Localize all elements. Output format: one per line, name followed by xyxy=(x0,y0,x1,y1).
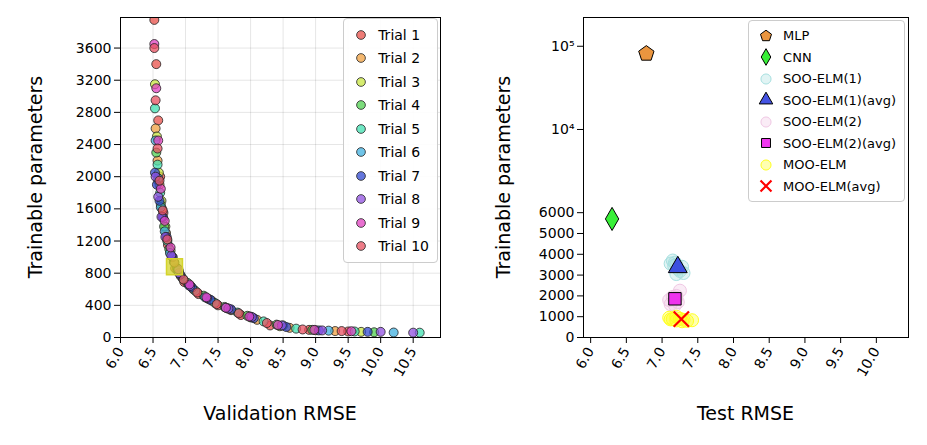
html-text:MLP: MLP xyxy=(783,28,810,44)
svg-text:10⁵: 10⁵ xyxy=(551,38,574,54)
svg-text:6.5: 6.5 xyxy=(608,344,633,371)
svg-text:0: 0 xyxy=(103,329,112,345)
html-text:Trial 7: Trial 7 xyxy=(378,167,421,184)
svg-text:3000: 3000 xyxy=(539,267,575,283)
html-text:Trial 8: Trial 8 xyxy=(378,191,421,208)
svg-text:9.0: 9.0 xyxy=(297,344,322,371)
svg-text:0: 0 xyxy=(566,329,575,345)
svg-text:8.5: 8.5 xyxy=(751,344,776,371)
html-text:MOO-ELM: MOO-ELM xyxy=(783,157,847,173)
svg-text:5000: 5000 xyxy=(539,225,575,241)
svg-text:Validation RMSE: Validation RMSE xyxy=(203,402,357,424)
html-text:Trial 10: Trial 10 xyxy=(378,238,429,255)
html-text:Trial 4: Trial 4 xyxy=(378,97,421,114)
svg-text:6.0: 6.0 xyxy=(572,344,597,371)
svg-text:Test RMSE: Test RMSE xyxy=(696,402,794,424)
html-text:MOO-ELM(avg): MOO-ELM(avg) xyxy=(783,178,881,194)
svg-text:6000: 6000 xyxy=(539,204,575,220)
svg-text:4000: 4000 xyxy=(539,246,575,262)
html-text:SOO-ELM(1)(avg): SOO-ELM(1)(avg) xyxy=(783,92,896,108)
html-text:SOO-ELM(2)(avg): SOO-ELM(2)(avg) xyxy=(783,135,896,151)
html-text:Trial 2: Trial 2 xyxy=(378,50,421,67)
svg-text:7.0: 7.0 xyxy=(644,344,669,371)
svg-text:Trainable parameters: Trainable parameters xyxy=(24,76,46,280)
svg-text:3200: 3200 xyxy=(76,72,112,88)
svg-text:10⁴: 10⁴ xyxy=(551,121,575,137)
svg-text:400: 400 xyxy=(85,297,112,313)
svg-text:1600: 1600 xyxy=(76,200,112,216)
html-text:Trial 3: Trial 3 xyxy=(378,73,421,90)
html-text:SOO-ELM(1): SOO-ELM(1) xyxy=(783,71,862,87)
svg-text:8.5: 8.5 xyxy=(265,344,290,371)
svg-text:7.5: 7.5 xyxy=(200,344,225,371)
svg-text:9.0: 9.0 xyxy=(786,344,811,371)
svg-text:1200: 1200 xyxy=(76,232,112,248)
html-text:CNN: CNN xyxy=(783,49,812,65)
svg-text:Trainable parameters: Trainable parameters xyxy=(492,76,514,280)
html-text:Trial 5: Trial 5 xyxy=(378,120,421,137)
svg-text:2000: 2000 xyxy=(539,287,575,303)
svg-text:1000: 1000 xyxy=(539,308,575,324)
html-text:Trial 9: Trial 9 xyxy=(378,214,421,231)
svg-text:7.0: 7.0 xyxy=(167,344,192,371)
svg-text:10.0: 10.0 xyxy=(853,344,882,379)
svg-text:2000: 2000 xyxy=(76,168,112,184)
html-text:SOO-ELM(2): SOO-ELM(2) xyxy=(783,114,862,130)
svg-text:6.0: 6.0 xyxy=(102,344,127,371)
svg-text:3600: 3600 xyxy=(76,40,112,56)
svg-text:2800: 2800 xyxy=(76,104,112,120)
svg-text:800: 800 xyxy=(85,265,112,281)
svg-text:8.0: 8.0 xyxy=(715,344,740,371)
svg-text:2400: 2400 xyxy=(76,136,112,152)
svg-text:9.5: 9.5 xyxy=(330,344,355,371)
html-text:Trial 1: Trial 1 xyxy=(378,26,421,43)
html-text:Trial 6: Trial 6 xyxy=(378,144,421,161)
svg-text:9.5: 9.5 xyxy=(822,344,847,371)
svg-text:7.5: 7.5 xyxy=(679,344,704,371)
svg-text:10.5: 10.5 xyxy=(390,344,419,379)
svg-text:6.5: 6.5 xyxy=(135,344,160,371)
svg-text:8.0: 8.0 xyxy=(232,344,257,371)
svg-text:10.0: 10.0 xyxy=(358,344,387,379)
